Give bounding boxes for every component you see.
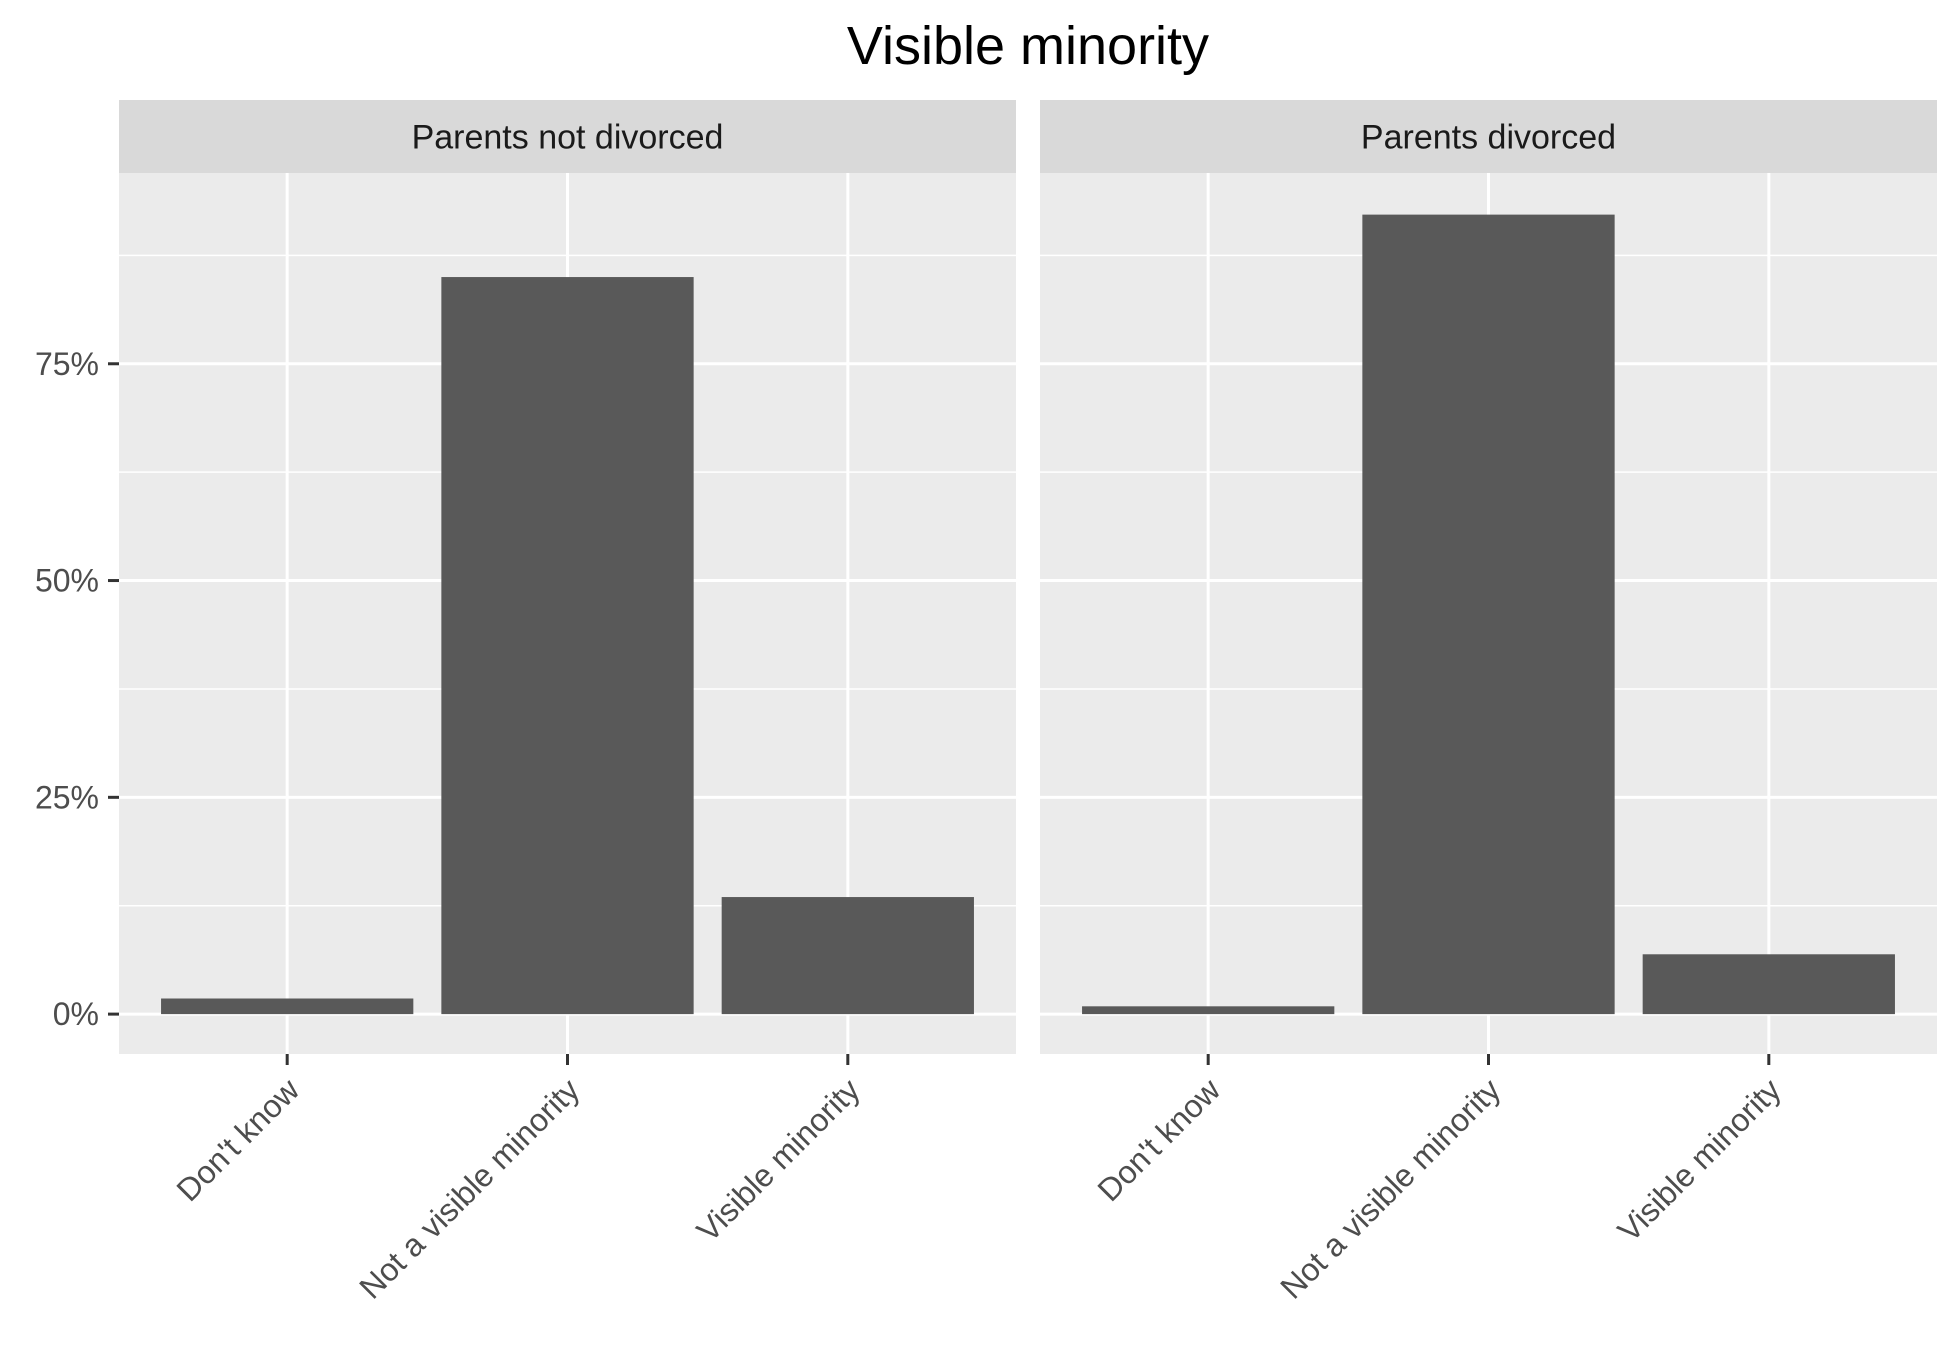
x-tick-label: Visible minority (690, 1071, 867, 1248)
x-tick-label: Don't know (169, 1071, 306, 1208)
bar (1082, 1006, 1335, 1015)
facet-label: Parents divorced (1361, 119, 1616, 157)
y-tick-label: 25% (35, 779, 99, 815)
bar (441, 277, 694, 1015)
bar (1362, 214, 1615, 1015)
y-tick-label: 0% (53, 996, 99, 1032)
y-axis: 0% 25% 50% 75% (35, 346, 119, 1032)
facet-strip (119, 100, 1016, 173)
x-tick-label: Not a visible minority (1273, 1071, 1507, 1305)
facet-label: Parents not divorced (412, 119, 724, 157)
panel-2: Parents divorced Don't know Not a visible … (1040, 100, 1937, 1306)
x-tick-label: Not a visible minority (352, 1071, 586, 1305)
x-tick-label: Visible minority (1611, 1071, 1788, 1248)
bar (161, 998, 414, 1015)
chart-title: Visible minority (847, 16, 1209, 76)
facet-strip (1040, 100, 1937, 173)
y-tick-label: 75% (35, 346, 99, 382)
panels: Parents not divorced Don't know Not a visi… (35, 100, 1937, 1306)
panel-1: Parents not divorced Don't know Not a visi… (119, 100, 1016, 1306)
y-tick-label: 50% (35, 563, 99, 599)
bar (721, 897, 974, 1015)
x-tick-label: Don't know (1090, 1071, 1227, 1208)
bar (1642, 954, 1895, 1015)
